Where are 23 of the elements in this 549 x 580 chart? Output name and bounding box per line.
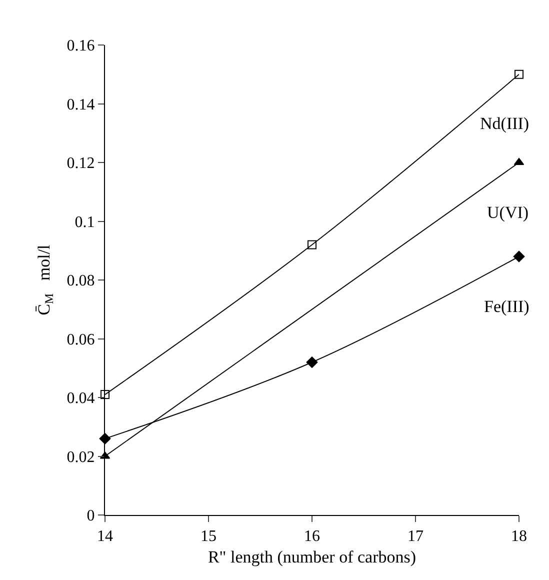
y-tick-label: 0.14 — [66, 96, 95, 114]
x-axis-title: R" length (number of carbons) — [208, 548, 416, 567]
point — [308, 240, 316, 250]
y-tick-label: 0 — [86, 508, 95, 525]
y-tick-label: 0.12 — [66, 155, 95, 172]
x-tick-label: 15 — [200, 528, 216, 546]
y-tick-label: 0.04 — [66, 390, 95, 408]
y-tick-label: 0.16 — [66, 38, 95, 55]
y-tick-label: 0.02 — [66, 448, 95, 466]
series-label: Fe(III) — [484, 297, 530, 316]
point — [514, 70, 524, 79]
x-tick-label: 17 — [408, 528, 424, 546]
point — [100, 390, 110, 400]
series-label: U(VI) — [487, 203, 529, 222]
series-label: Nd(III) — [480, 114, 530, 133]
x-tick-label: 14 — [97, 528, 113, 546]
y-tick-label: 0.1 — [74, 214, 95, 231]
x-tick-label: 16 — [304, 528, 320, 546]
y-tick-label: 0.06 — [66, 331, 95, 348]
point — [306, 356, 318, 368]
point — [513, 250, 525, 262]
x-tick-label: 18 — [511, 528, 527, 546]
y-tick-label: 0.08 — [66, 272, 95, 290]
